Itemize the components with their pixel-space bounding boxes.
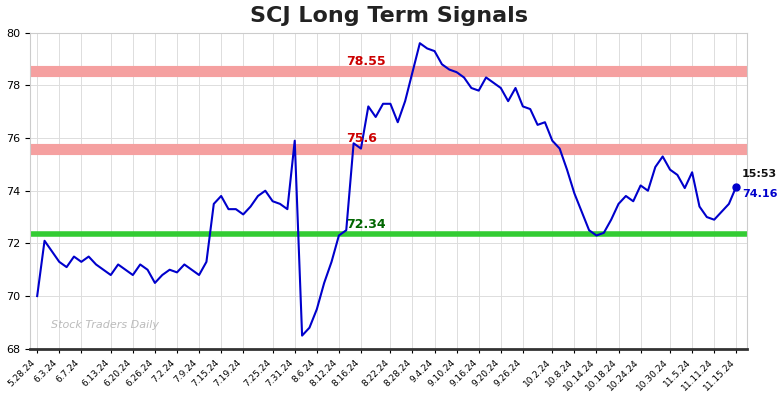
Text: 78.55: 78.55 [347,55,386,68]
Text: 72.34: 72.34 [347,218,386,231]
Text: 74.16: 74.16 [742,189,778,199]
Text: 75.6: 75.6 [347,133,377,145]
Title: SCJ Long Term Signals: SCJ Long Term Signals [249,6,528,25]
Text: Stock Traders Daily: Stock Traders Daily [51,320,159,330]
Text: 15:53: 15:53 [742,169,777,179]
